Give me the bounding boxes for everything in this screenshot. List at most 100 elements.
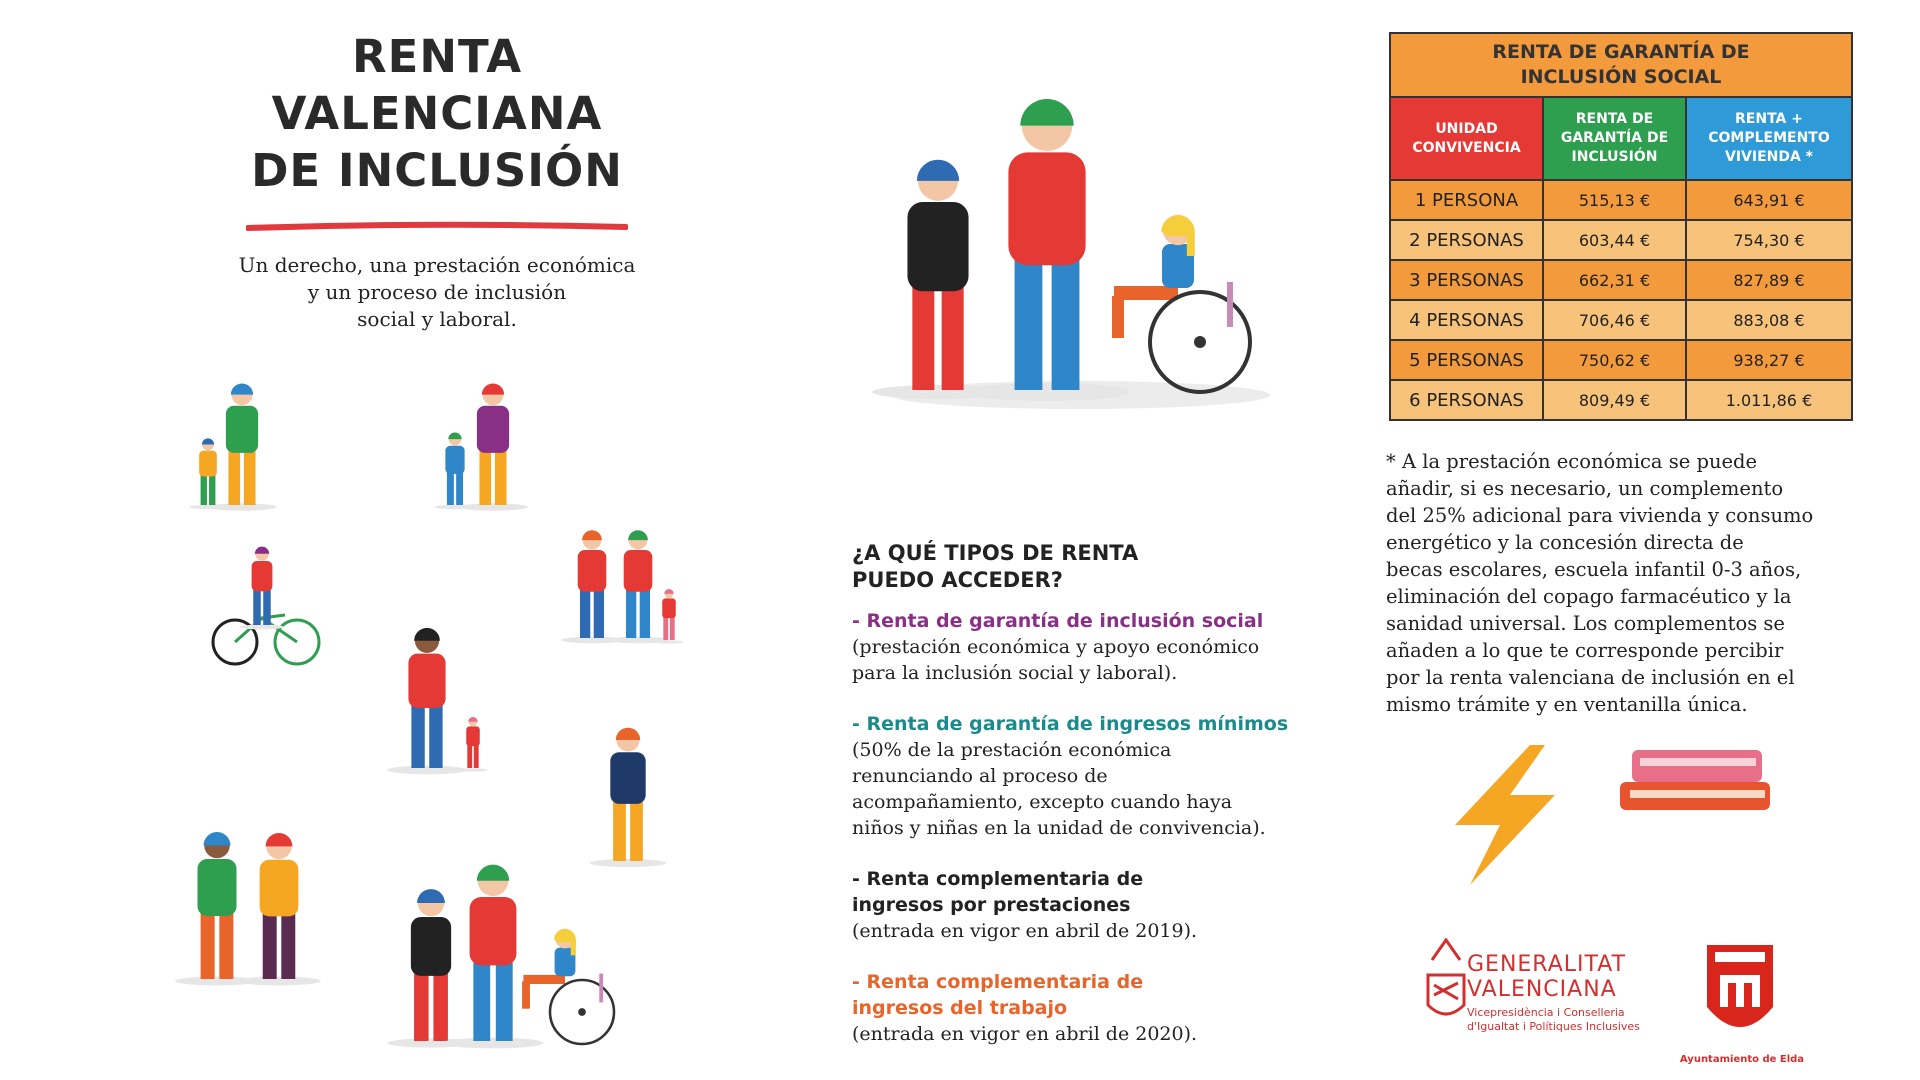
table-cell: 938,27 € <box>1685 339 1853 381</box>
person-figure <box>207 383 277 511</box>
column-header-line: INCLUSIÓN <box>1571 149 1658 165</box>
rent-type: - Renta complementaria de ingresos del tr… <box>852 969 1332 1047</box>
table-header-row: UNIDAD CONVIVENCIA RENTA DE GARANTÍA DE INCL… <box>1389 96 1853 181</box>
rent-types-list: - Renta de garantía de inclusión social (… <box>852 608 1332 1047</box>
generalitat-emblem <box>1426 937 1466 1016</box>
person-figure <box>458 717 488 772</box>
generalitat-name: GENERALITAT VALENCIANA <box>1467 952 1640 1002</box>
footnote: * A la prestación económica se puede añad… <box>1386 448 1846 718</box>
person-figure <box>175 832 259 986</box>
table-cell: 4 PERSONAS <box>1389 299 1544 341</box>
rent-type: - Renta de garantía de inclusión social (… <box>852 608 1332 686</box>
rent-type-description-line: para la inclusión social y laboral). <box>852 662 1178 684</box>
footnote-line: añadir, si es necesario, un complemento <box>1386 477 1784 500</box>
income-table: RENTA DE GARANTÍA DE INCLUSIÓN SOCIAL UNID… <box>1389 32 1853 421</box>
table-row: 2 PERSONAS 603,44 €754,30 € <box>1389 219 1853 261</box>
rent-type-title: - Renta de garantía de inclusión social <box>852 608 1332 634</box>
person-figure <box>589 727 667 868</box>
generalitat-line: VALENCIANA <box>1467 977 1617 1002</box>
footnote-line: sanidad universal. Los complementos se <box>1386 612 1785 635</box>
rent-type-description-line: (50% de la prestación económica <box>852 739 1172 761</box>
footnote-line: añaden a lo que te corresponde percibir <box>1386 639 1784 662</box>
subtitle: Un derecho, una prestación económica y un… <box>187 252 687 333</box>
rent-type: - Renta complementaria de ingresos por pr… <box>852 866 1332 944</box>
table-cell: 827,89 € <box>1685 259 1853 301</box>
table-cell: 1.011,86 € <box>1685 379 1853 421</box>
table-cell: 5 PERSONAS <box>1389 339 1544 381</box>
column-header-line: GARANTÍA DE <box>1560 130 1669 146</box>
person-figure <box>654 589 684 644</box>
books-icon <box>1620 750 1770 810</box>
table-row: 5 PERSONAS 750,62 €938,27 € <box>1389 339 1853 381</box>
person-figure <box>442 864 544 1049</box>
rent-type-description-line: (prestación económica y apoyo económico <box>852 636 1260 658</box>
footnote-line: por la renta valenciana de inclusión en … <box>1386 666 1795 689</box>
generalitat-line: GENERALITAT <box>1467 952 1627 977</box>
person-figure <box>237 832 321 986</box>
column-header-line: RENTA + <box>1735 111 1803 127</box>
lightning-icon <box>1455 745 1555 885</box>
column-header: RENTA DE GARANTÍA DE INCLUSIÓN <box>1542 96 1687 181</box>
table-cell: 1 PERSONA <box>1389 179 1544 221</box>
rent-type-title-line: - Renta de garantía de inclusión social <box>852 610 1264 632</box>
conselleria-line: Vicepresidència i Conselleria <box>1467 1006 1625 1019</box>
column-header-line: UNIDAD <box>1435 120 1498 137</box>
table-cell: 662,31 € <box>1542 259 1687 301</box>
elda-shield <box>1707 945 1773 1027</box>
person-figure <box>386 627 468 775</box>
table-cell: 754,30 € <box>1685 219 1853 261</box>
table-cell: 603,44 € <box>1542 219 1687 261</box>
rent-type-description-line: (entrada en vigor en abril de 2019). <box>852 920 1198 942</box>
footnote-line: becas escolares, escuela infantil 0-3 añ… <box>1386 558 1802 581</box>
table-row: 1 PERSONA 515,13 €643,91 € <box>1389 179 1853 221</box>
rent-type-title-line: - Renta complementaria de <box>852 971 1144 993</box>
table-title: RENTA DE GARANTÍA DE INCLUSIÓN SOCIAL <box>1389 32 1853 98</box>
rent-type-title: - Renta complementaria de ingresos por pr… <box>852 866 1332 918</box>
person-figure <box>188 438 228 510</box>
title-line: RENTA <box>351 30 523 83</box>
footnote-line: eliminación del copago farmacéutico y la <box>1386 585 1792 608</box>
rent-type-title-line: ingresos del trabajo <box>852 997 1068 1019</box>
table-title-line: RENTA DE GARANTÍA DE <box>1492 41 1750 63</box>
column-header-line: CONVIVENCIA <box>1412 139 1521 156</box>
wheelchair <box>1148 282 1252 394</box>
table-cell: 750,62 € <box>1542 339 1687 381</box>
footnote-line: mismo trámite y en ventanilla única. <box>1386 693 1748 716</box>
table-row: 6 PERSONAS 809,49 €1.011,86 € <box>1389 379 1853 421</box>
table-title-row: RENTA DE GARANTÍA DE INCLUSIÓN SOCIAL <box>1389 32 1853 98</box>
table-row: 3 PERSONAS 662,31 €827,89 € <box>1389 259 1853 301</box>
person-figure <box>963 98 1131 401</box>
rent-type-description-line: acompañamiento, excepto cuando haya <box>852 791 1233 813</box>
conselleria-line: d'Igualtat i Polítiques Inclusives <box>1467 1020 1640 1033</box>
column-header-line: VIVIENDA * <box>1724 149 1814 165</box>
subtitle-line: social y laboral. <box>357 307 517 331</box>
rent-type-title: - Renta complementaria de ingresos del tr… <box>852 969 1332 1021</box>
title-line: DE INCLUSIÓN <box>251 144 623 197</box>
rent-types-heading: ¿A QUÉ TIPOS DE RENTA PUEDO ACCEDER? <box>852 540 1332 594</box>
column-header: RENTA + COMPLEMENTO VIVIENDA * <box>1685 96 1853 181</box>
rent-type-title: - Renta de garantía de ingresos mínimos <box>852 711 1332 737</box>
rent-type-description-line: (entrada en vigor en abril de 2020). <box>852 1023 1198 1045</box>
table-cell: 809,49 € <box>1542 379 1687 421</box>
title-underline <box>246 221 628 231</box>
rent-type-title-line: - Renta de garantía de ingresos mínimos <box>852 713 1289 735</box>
table-cell: 706,46 € <box>1542 299 1687 341</box>
title-line: VALENCIANA <box>271 87 603 140</box>
ayuntamiento-name: Ayuntamiento de Elda <box>1679 1054 1805 1065</box>
table-cell: 883,08 € <box>1685 299 1853 341</box>
person-figure <box>458 383 528 511</box>
wheelchair <box>548 973 616 1046</box>
generalitat-logo: GENERALITAT VALENCIANA Vicepresidència i C… <box>1467 952 1640 1034</box>
person-figure <box>607 530 669 644</box>
footnote-line: energético y la concesión directa de <box>1386 531 1744 554</box>
person-figure <box>239 546 285 630</box>
person-figure <box>434 432 476 510</box>
column-header-line: COMPLEMENTO <box>1708 130 1830 146</box>
subtitle-line: y un proceso de inclusión <box>307 280 567 304</box>
rent-type-description-line: niños y niñas en la unidad de convivenci… <box>852 817 1266 839</box>
table-cell: 515,13 € <box>1542 179 1687 221</box>
rent-type: - Renta de garantía de ingresos mínimos (… <box>852 711 1332 841</box>
footnote-line: del 25% adicional para vivienda y consum… <box>1386 504 1814 527</box>
